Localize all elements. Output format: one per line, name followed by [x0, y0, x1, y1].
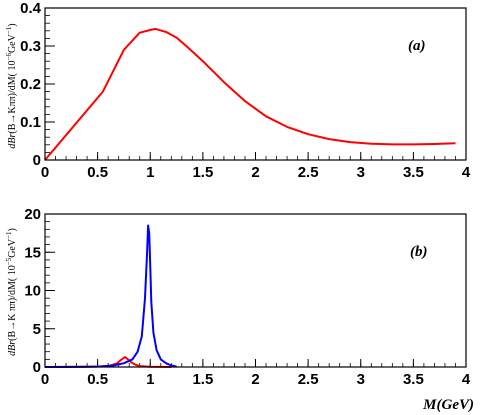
panel-a-curves: [44, 27, 456, 161]
x-tick-label: 0: [41, 164, 49, 181]
panel-a-ylabel-mid: (B→Kππ)/dM( 10: [7, 60, 18, 133]
panel-b-ylabel-unit: GeV: [7, 238, 18, 258]
panel-a-ticks: [44, 7, 467, 161]
y-tick-label: 0.3: [20, 38, 41, 55]
panel-a-ylabel-pre: dBr: [7, 134, 18, 149]
panel-b: 0 0.5 1 1.5 2 2.5 3 3.5 4 0 5 10 15 20 (b) dBr(B→K π…: [5, 206, 474, 413]
series-line-1: [44, 224, 177, 368]
x-tick-label: 4: [462, 164, 471, 181]
panel-b-x-axis-title: M(GeV): [422, 397, 474, 413]
panel-a-ylabel-exp: −6: [5, 53, 13, 61]
panel-b-y-tick-labels: 0 5 10 15 20: [24, 206, 41, 376]
x-tick-label: 1: [146, 164, 154, 181]
panel-a-frame: [44, 7, 467, 161]
panel-a-x-tick-labels: 0 0.5 1 1.5 2 2.5 3 3.5 4: [41, 164, 471, 181]
x-tick-label: 2.5: [298, 164, 319, 181]
y-tick-label: 15: [24, 244, 41, 261]
panel-b-y-axis-title: dBr(B→K ππ)/dM( 10−5GeV−1): [5, 228, 18, 356]
panel-b-frame: [44, 213, 467, 368]
panel-a-label: (a): [408, 38, 426, 54]
y-tick-label: 0: [33, 359, 41, 376]
panel-b-x-tick-labels: 0 0.5 1 1.5 2 2.5 3 3.5 4: [41, 371, 471, 388]
x-tick-label: 2: [251, 164, 259, 181]
y-tick-label: 0.2: [20, 76, 41, 93]
panel-a-y-tick-labels: 0 0.1 0.2 0.3 0.4: [20, 0, 42, 169]
y-tick-label: 0.4: [20, 0, 42, 17]
series-line-0: [44, 27, 456, 161]
y-tick-label: 0: [33, 152, 41, 169]
x-tick-label: 3: [357, 371, 365, 388]
x-tick-label: 0.5: [87, 371, 108, 388]
panel-b-ylabel-unit-exp: −1: [5, 231, 13, 239]
panel-a-ylabel-unit: GeV: [7, 33, 18, 53]
y-tick-label: 20: [24, 206, 41, 223]
x-tick-label: 1.5: [192, 371, 213, 388]
panel-a-ylabel-unit-exp: −1: [5, 26, 13, 34]
panel-a: 0 0.5 1 1.5 2 2.5 3 3.5 4 0 0.1 0.2 0.3 0.4 (a) dBr(…: [5, 0, 471, 181]
x-tick-label: 3: [357, 164, 365, 181]
panel-b-ylabel-close: ): [7, 228, 18, 231]
panel-b-curves: [44, 224, 177, 368]
x-tick-label: 3.5: [403, 371, 424, 388]
y-tick-label: 5: [33, 321, 41, 338]
x-tick-label: 4: [462, 371, 471, 388]
panel-b-ylabel-pre: dBr: [7, 341, 18, 356]
x-tick-label: 3.5: [403, 164, 424, 181]
x-tick-label: 1: [146, 371, 154, 388]
panel-b-ticks: [44, 213, 467, 368]
x-tick-label: 0.5: [87, 164, 108, 181]
x-tick-label: 0: [41, 371, 49, 388]
y-tick-label: 0.1: [20, 114, 41, 131]
panel-b-ylabel-exp: −5: [5, 257, 13, 265]
x-tick-label: 2: [251, 371, 259, 388]
panel-a-y-axis-title: dBr(B→Kππ)/dM( 10−6GeV−1): [5, 23, 18, 148]
panel-a-ylabel-close: ): [7, 23, 18, 26]
y-tick-label: 10: [24, 283, 41, 300]
x-tick-label: 2.5: [298, 371, 319, 388]
panel-b-ylabel-mid: (B→K ππ)/dM( 10: [7, 265, 18, 341]
x-tick-label: 1.5: [192, 164, 213, 181]
panel-b-label: (b): [410, 244, 428, 260]
